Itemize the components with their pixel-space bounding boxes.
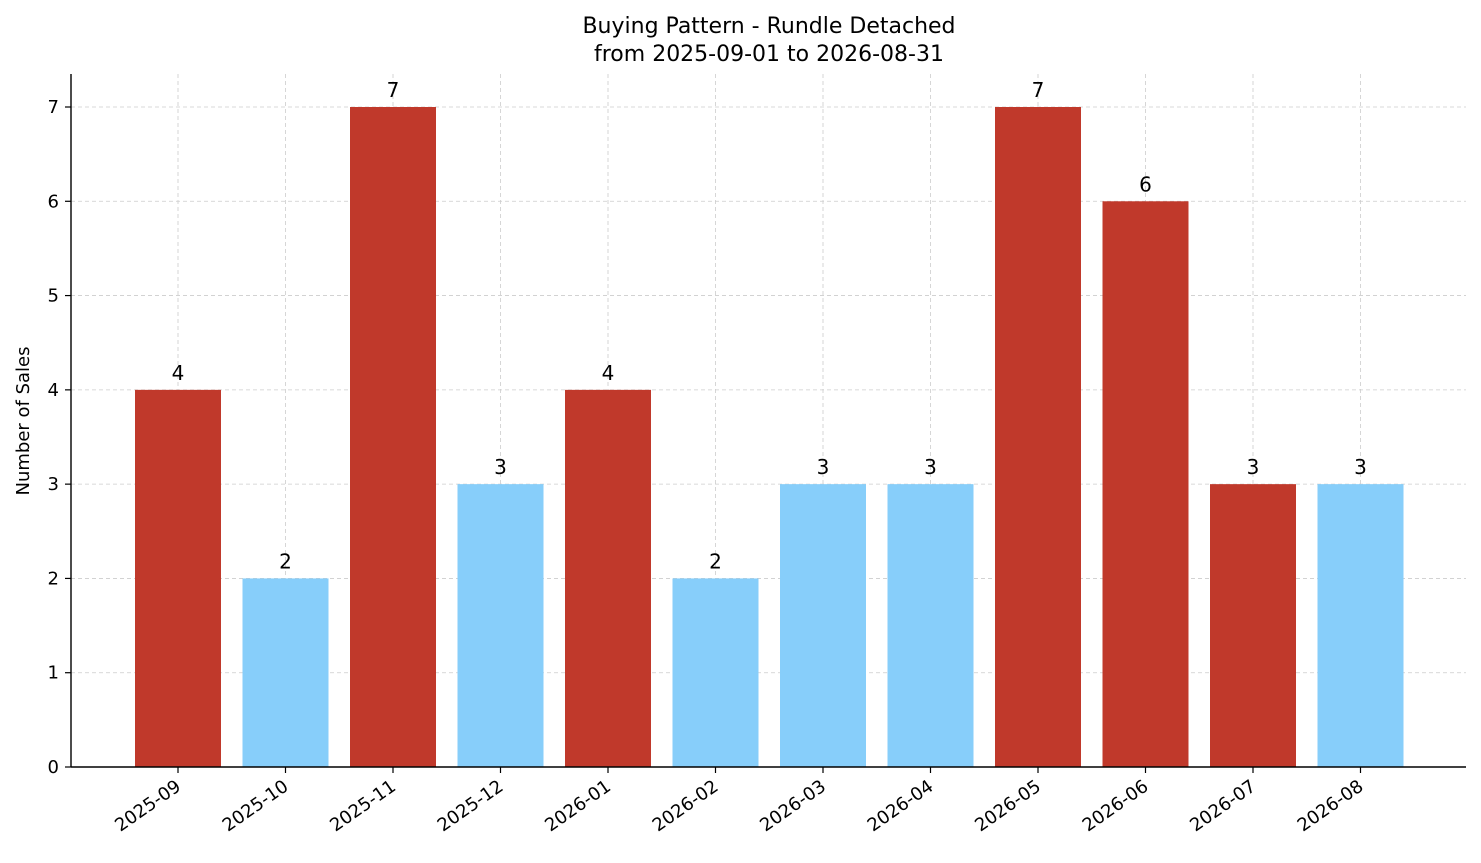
x-tick-label: 2026-01	[541, 776, 615, 836]
x-ticks-layer: 2025-09 2025-10 2025-11 2025-12 2026-01 2026-…	[111, 767, 1367, 836]
bar-2025-12	[457, 484, 544, 767]
chart-title: Buying Pattern - Rundle Detached	[582, 14, 955, 39]
value-labels-layer: 4 2 7 3 4 2 3 3 7 6 3 3	[172, 78, 1367, 573]
bar-2026-08	[1317, 484, 1404, 767]
x-tick-label: 2026-07	[1186, 776, 1260, 836]
bars-layer	[135, 107, 1404, 768]
bar-2026-07	[1210, 484, 1296, 767]
y-tick-label: 6	[48, 191, 59, 212]
bar-value-label: 2	[709, 549, 722, 573]
y-axis-label: Number of Sales	[13, 346, 34, 495]
bar-value-label: 3	[924, 455, 937, 479]
x-tick-label: 2025-10	[219, 776, 293, 836]
y-tick-label: 0	[48, 757, 59, 778]
x-tick-label: 2026-04	[864, 776, 938, 836]
bar-2026-03	[780, 484, 866, 767]
bar-value-label: 3	[494, 455, 507, 479]
bar-2026-04	[887, 484, 974, 767]
bar-2025-09	[135, 389, 221, 767]
bar-2026-01	[565, 389, 651, 767]
x-tick-label: 2026-03	[756, 776, 830, 836]
x-tick-label: 2026-06	[1079, 776, 1153, 836]
y-tick-label: 3	[48, 474, 59, 495]
y-tick-label: 4	[48, 380, 59, 401]
bar-2026-02	[672, 578, 759, 767]
bar-2026-05	[995, 107, 1081, 767]
y-tick-label: 1	[48, 663, 59, 684]
bar-value-label: 2	[279, 549, 292, 573]
x-tick-label: 2026-05	[971, 776, 1045, 836]
y-ticks-layer: 0 1 2 3 4 5 6 7	[48, 97, 71, 778]
bar-value-label: 4	[602, 361, 615, 385]
x-tick-label: 2025-09	[111, 776, 185, 836]
bar-value-label: 3	[1247, 455, 1260, 479]
x-tick-label: 2026-08	[1294, 776, 1368, 836]
bar-value-label: 7	[1032, 78, 1045, 102]
y-tick-label: 2	[48, 568, 59, 589]
x-tick-label: 2026-02	[649, 776, 723, 836]
bar-value-label: 3	[1354, 455, 1367, 479]
bar-value-label: 3	[817, 455, 830, 479]
bar-2025-11	[350, 107, 436, 767]
y-tick-label: 5	[48, 286, 59, 307]
bar-value-label: 4	[172, 361, 185, 385]
x-tick-label: 2025-12	[434, 776, 508, 836]
y-tick-label: 7	[48, 97, 59, 118]
x-tick-label: 2025-11	[326, 776, 400, 836]
chart-subtitle: from 2025-09-01 to 2026-08-31	[594, 42, 944, 67]
bar-2025-10	[242, 578, 329, 767]
bar-2026-06	[1102, 201, 1189, 768]
bar-value-label: 7	[387, 78, 400, 102]
bar-value-label: 6	[1139, 172, 1152, 196]
axes-layer	[70, 74, 1466, 768]
